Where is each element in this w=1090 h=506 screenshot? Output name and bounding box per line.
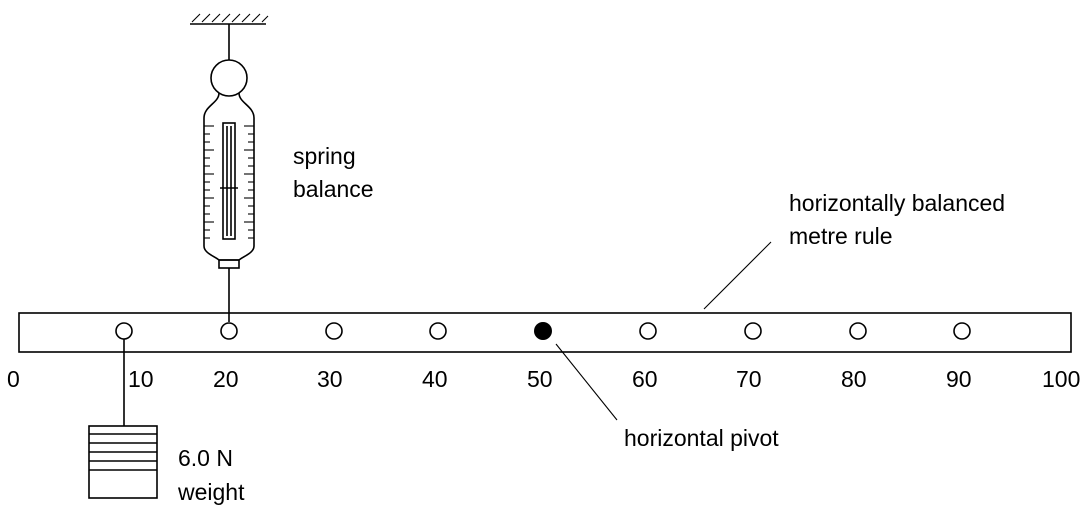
ceiling-support — [190, 13, 269, 25]
scale-label-10: 10 — [128, 366, 154, 392]
scale-label-50: 50 — [527, 366, 553, 392]
scale-label-80: 80 — [841, 366, 867, 392]
hole-40 — [429, 322, 447, 340]
scale-label-30: 30 — [317, 366, 343, 392]
rule-label-line1: horizontally balanced — [789, 190, 1005, 216]
scale-label-60: 60 — [632, 366, 658, 392]
pivot-leader-line — [555, 343, 618, 421]
spring-balance — [203, 24, 255, 322]
weight-label-line2: weight — [177, 479, 245, 505]
scale-label-40: 40 — [422, 366, 448, 392]
spring-balance-label-line1: spring — [293, 143, 356, 169]
rule-leader-line — [703, 241, 772, 310]
hole-60 — [639, 322, 657, 340]
hole-20 — [220, 322, 238, 340]
scale-label-20: 20 — [213, 366, 239, 392]
hole-30 — [325, 322, 343, 340]
scale-label-100: 100 — [1042, 366, 1080, 392]
rule-label-line2: metre rule — [789, 223, 893, 249]
spring-balance-label-line2: balance — [293, 176, 374, 202]
pivot-hole — [534, 322, 552, 340]
scale-label-70: 70 — [736, 366, 762, 392]
hole-70 — [744, 322, 762, 340]
weight — [88, 339, 158, 499]
hole-80 — [849, 322, 867, 340]
hole-10 — [115, 322, 133, 340]
hole-90 — [953, 322, 971, 340]
hole-group — [115, 322, 971, 340]
weight-label-line1: 6.0 N — [178, 445, 233, 471]
pivot-label: horizontal pivot — [624, 425, 779, 451]
scale-label-90: 90 — [946, 366, 972, 392]
scale-label-0: 0 — [7, 366, 20, 392]
metre-rule — [18, 312, 1072, 353]
scale-labels: 0 10 20 30 40 50 60 70 80 90 100 — [7, 366, 1080, 392]
